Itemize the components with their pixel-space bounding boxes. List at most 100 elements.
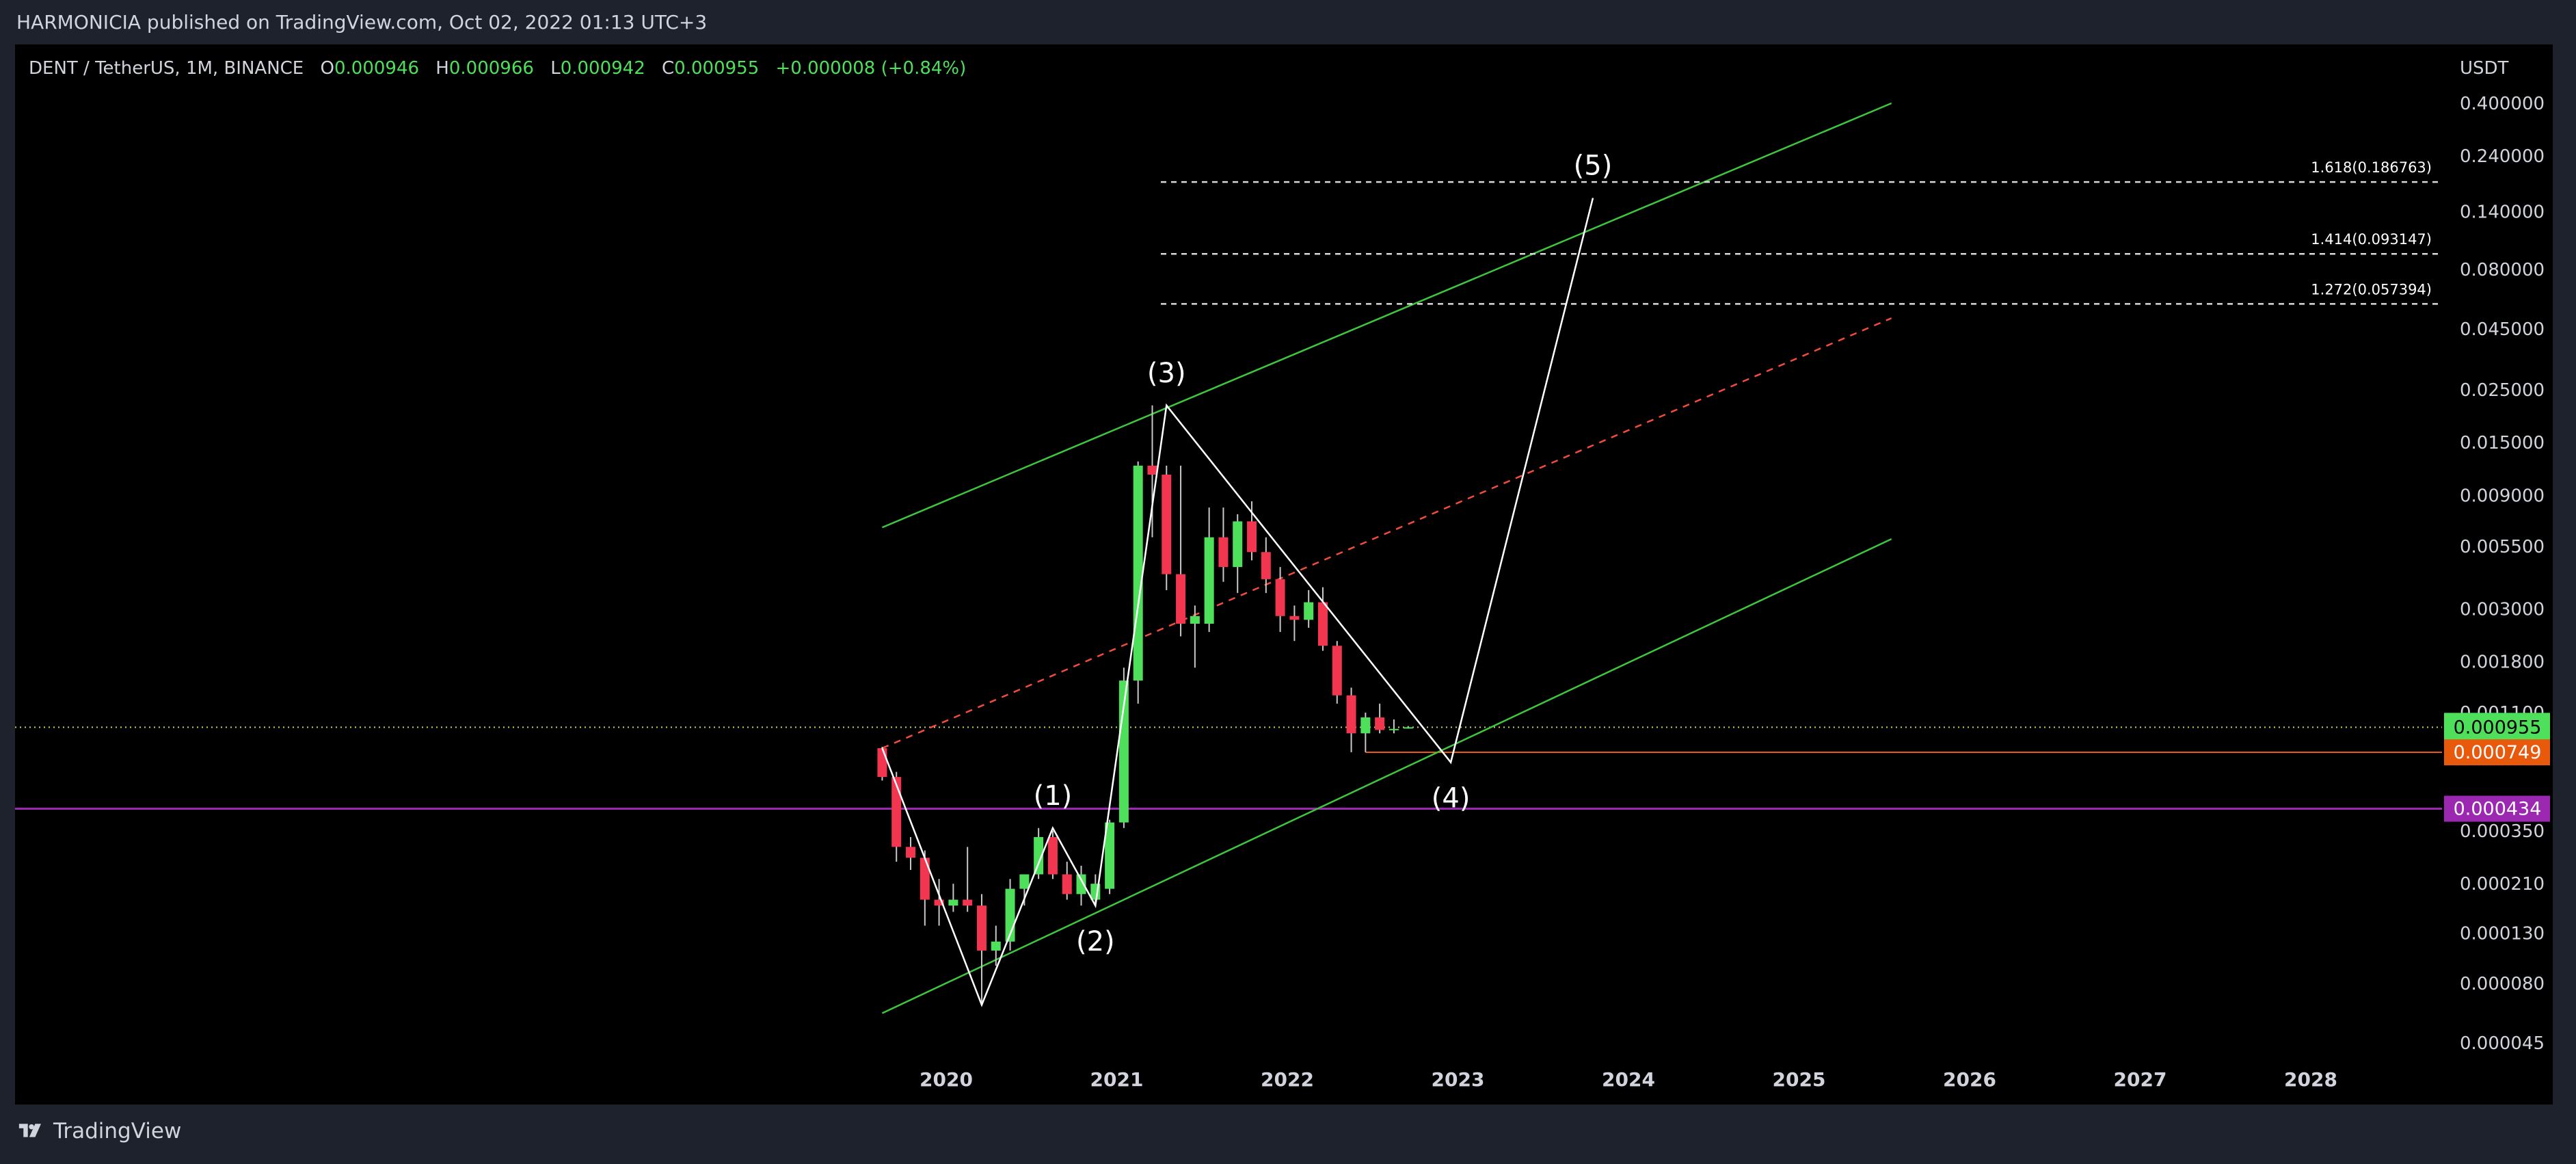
wave-label: (3) (1147, 358, 1186, 389)
candle-body (1289, 616, 1300, 620)
fib-level-label: 1.414(0.093147) (2311, 231, 2432, 248)
candlestick-chart[interactable]: DENT / TetherUS, 1M, BINANCE O0.000946 H… (15, 44, 2553, 1105)
x-tick-label: 2023 (1432, 1068, 1485, 1091)
candle-body (1346, 695, 1356, 734)
y-tick-label: 0.140000 (2460, 202, 2545, 223)
x-tick-label: 2027 (2114, 1068, 2167, 1091)
wave-label: (5) (1574, 150, 1613, 181)
y-tick-label: 0.009000 (2460, 486, 2545, 506)
candle-body (1062, 874, 1072, 895)
y-tick-label: 0.000210 (2460, 874, 2545, 895)
candle-body (877, 748, 887, 778)
candle-body (1076, 874, 1086, 895)
candle-body (934, 899, 944, 906)
candle-body (1190, 616, 1200, 624)
candle-body (1304, 602, 1314, 620)
candle-body (1360, 717, 1371, 734)
candle-body (1275, 579, 1285, 616)
x-tick-label: 2024 (1602, 1068, 1655, 1091)
candle-body (1375, 717, 1385, 730)
candle-body (1204, 537, 1214, 624)
x-axis[interactable]: 2020 2021 2022 2023 2024 2025 2026 2027 2028 (920, 1068, 2337, 1091)
channel-lower-line[interactable] (881, 538, 1892, 1014)
x-tick-label: 2028 (2284, 1068, 2337, 1091)
candle-body (1261, 552, 1271, 579)
parallel-channel[interactable] (881, 102, 1892, 1014)
x-tick-label: 2022 (1261, 1068, 1314, 1091)
candle-body (906, 847, 916, 858)
price-level-badge (2444, 795, 2550, 822)
y-tick-label: 0.001800 (2460, 652, 2545, 673)
candle-body (1034, 836, 1044, 875)
tradingview-logo-icon (18, 1124, 41, 1137)
legend-close: 0.000955 (674, 58, 759, 79)
legend-open: 0.000946 (334, 58, 419, 79)
wave-label: (2) (1076, 926, 1115, 957)
legend-close-label: C (662, 58, 674, 79)
candle-body (963, 899, 973, 906)
x-tick-label: 2026 (1943, 1068, 1996, 1091)
candle-body (1047, 836, 1058, 875)
fib-extension[interactable]: 1.618(0.186763) 1.414(0.093147) 1.272(0.05… (1161, 159, 2442, 305)
candle-body (920, 858, 930, 900)
legend-open-label: O (321, 58, 334, 79)
candle-body (976, 905, 987, 951)
candle-body (991, 941, 1001, 951)
price-level-value: 0.000434 (2454, 799, 2542, 820)
wave-label: (4) (1432, 783, 1471, 815)
candle-body (1332, 646, 1342, 696)
x-tick-label: 2021 (1090, 1068, 1144, 1091)
x-tick-label: 2020 (920, 1068, 973, 1091)
wave-label: (1) (1034, 780, 1073, 812)
wave-path[interactable] (881, 198, 1594, 1007)
candle-body (948, 899, 958, 906)
y-tick-label: 0.000130 (2460, 924, 2545, 944)
price-level-value: 0.000749 (2454, 742, 2542, 763)
horizontal-lines[interactable] (15, 726, 2442, 810)
publisher-line: HARMONICIA published on TradingView.com,… (16, 11, 708, 34)
y-tick-label: 0.240000 (2460, 146, 2545, 167)
y-tick-label: 0.000045 (2460, 1033, 2545, 1054)
last-price-value: 0.000955 (2454, 717, 2542, 738)
price-level-badge (2444, 739, 2550, 766)
fib-level-label: 1.618(0.186763) (2311, 159, 2432, 176)
y-axis-unit: USDT (2460, 58, 2509, 79)
y-tick-label: 0.400000 (2460, 94, 2545, 114)
y-tick-label: 0.003000 (2460, 599, 2545, 620)
candle-body (1147, 465, 1157, 475)
candle-body (1247, 521, 1257, 553)
y-axis[interactable]: 0.400000 0.240000 0.140000 0.080000 0.045000… (2460, 94, 2545, 1054)
legend-high: 0.000966 (449, 58, 534, 79)
brand-name: TradingView (53, 1119, 182, 1143)
y-tick-label: 0.000350 (2460, 821, 2545, 842)
candle-body (1317, 602, 1328, 646)
legend-low: 0.000942 (561, 58, 645, 79)
legend-symbol: DENT / TetherUS, 1M, BINANCE (29, 58, 304, 79)
y-tick-label: 0.005500 (2460, 537, 2545, 557)
candle-body (1233, 521, 1243, 568)
elliott-wave[interactable]: (1) (2) (3) (4) (5) (881, 150, 1613, 1007)
candle-body (1118, 680, 1129, 823)
candle-body (1388, 728, 1399, 730)
y-tick-label: 0.080000 (2460, 260, 2545, 280)
legend-high-label: H (435, 58, 449, 79)
candle-body (1105, 822, 1115, 889)
y-tick-label: 0.000080 (2460, 974, 2545, 994)
x-tick-label: 2025 (1773, 1068, 1826, 1091)
svg-text:DENT / TetherUS, 1M, BINANCE: DENT / TetherUS, 1M, BINANCE O0.000946 H… (29, 58, 966, 79)
y-tick-label: 0.015000 (2460, 433, 2545, 453)
candle-body (1403, 727, 1413, 729)
candle-body (1019, 874, 1030, 889)
tradingview-brand[interactable]: TradingView (15, 1119, 181, 1143)
channel-mid-line[interactable] (881, 317, 1892, 750)
chart-panel[interactable]: DENT / TetherUS, 1M, BINANCE O0.000946 H… (15, 44, 2553, 1105)
legend-change: +0.000008 (+0.84%) (776, 58, 967, 79)
legend-low-label: L (550, 58, 561, 79)
channel-upper-line[interactable] (881, 102, 1892, 529)
candle-body (1176, 574, 1186, 624)
y-tick-label: 0.025000 (2460, 380, 2545, 401)
candle-body (891, 777, 902, 847)
y-tick-label: 0.045000 (2460, 319, 2545, 340)
candle-body (1133, 465, 1143, 681)
